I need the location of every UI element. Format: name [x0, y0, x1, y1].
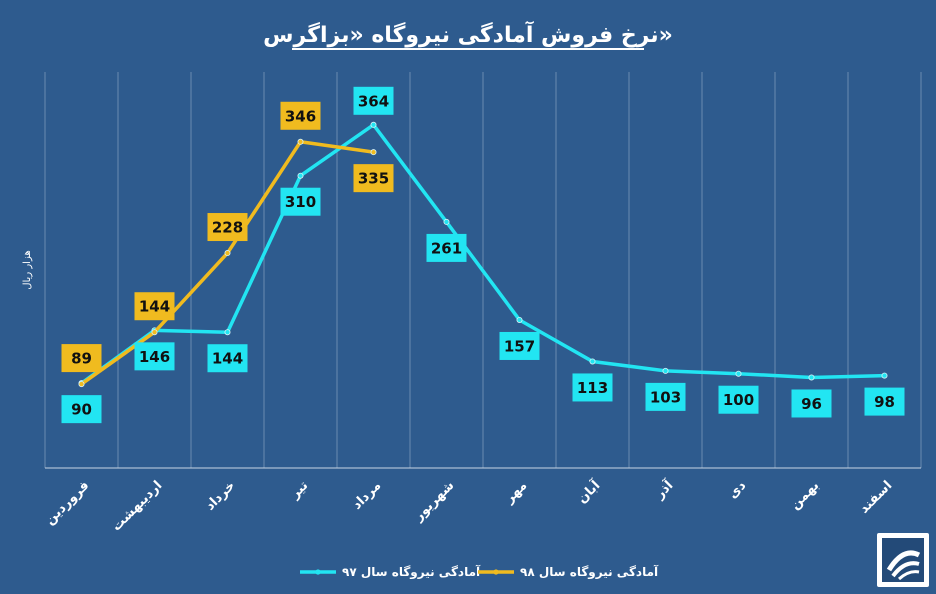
legend-item-2: آمادگی نیروگاه سال ۹۸ [478, 564, 659, 580]
grid [44, 72, 922, 469]
data-label-box [134, 292, 175, 321]
x-axis-ticks: فروردین اردیبهشت خرداد تیر مرداد شهریور مهر آبا… [43, 476, 896, 534]
data-label-series-1: 103 [645, 382, 686, 411]
data-point [151, 329, 158, 336]
data-label-text: 364 [358, 92, 389, 110]
data-label-series-2: 144 [134, 292, 175, 321]
chart-title: نرخ فروش آمادگی نیروگاه «بزاگرس» [263, 20, 673, 48]
x-tick-label: اسفند [857, 478, 895, 516]
data-label-text: 261 [431, 239, 462, 257]
data-label-box [61, 395, 102, 424]
data-point [224, 329, 231, 336]
data-label-text: 310 [285, 193, 316, 211]
data-label-box [134, 342, 175, 371]
data-point [808, 374, 815, 381]
x-tick-label: اردیبهشت [109, 478, 165, 534]
data-point [516, 316, 523, 323]
x-tick-label: آذر [650, 476, 676, 502]
data-point [443, 218, 450, 225]
x-tick-label: دی [726, 478, 750, 502]
data-label-box [207, 344, 248, 373]
data-label-text: 157 [504, 337, 535, 355]
data-label-box [207, 213, 248, 242]
data-label-series-2: 335 [353, 164, 394, 193]
legend-swatch-marker [315, 569, 321, 575]
series-line-1 [79, 123, 887, 385]
x-tick-label: مهر [502, 478, 531, 507]
legend: آمادگی نیروگاه سال ۹۷ آمادگی نیروگاه سال … [300, 564, 659, 580]
data-label-text: 113 [577, 379, 608, 397]
data-label-box [353, 86, 394, 115]
data-label-box [353, 164, 394, 193]
data-label-series-1: 157 [499, 331, 540, 360]
data-label-box [280, 187, 321, 216]
x-tick-label: شهریور [411, 478, 458, 525]
data-point [297, 172, 304, 179]
data-label-text: 89 [71, 350, 92, 368]
data-label-box [280, 101, 321, 130]
data-label-series-1: 261 [426, 233, 467, 262]
data-label-box [645, 382, 686, 411]
data-label-box [499, 331, 540, 360]
legend-label: آمادگی نیروگاه سال ۹۸ [520, 564, 659, 580]
data-label-series-1: 98 [864, 387, 905, 416]
data-label-text: 103 [650, 388, 681, 406]
data-label-series-1: 364 [353, 86, 394, 115]
data-point [662, 367, 669, 374]
data-label-series-2: 228 [207, 213, 248, 242]
x-tick-label: فروردین [43, 478, 93, 528]
company-logo-icon [877, 533, 929, 587]
data-label-series-2: 89 [61, 344, 102, 373]
x-tick-label: تیر [287, 478, 311, 502]
legend-swatch-marker [493, 569, 499, 575]
data-label-series-2: 346 [280, 101, 321, 130]
data-label-series-1: 144 [207, 344, 248, 373]
data-label-text: 228 [212, 219, 243, 237]
data-label-text: 335 [358, 170, 389, 188]
data-point [881, 372, 888, 379]
x-tick-label: خرداد [203, 478, 239, 514]
data-label-text: 346 [285, 107, 316, 125]
data-label-text: 98 [874, 393, 895, 411]
data-label-text: 96 [801, 395, 822, 413]
data-label-box [572, 373, 613, 402]
data-labels: 90 146 144 310 364 261 157 113 103 100 96 98 89 144 22… [61, 86, 905, 424]
data-label-series-1: 113 [572, 373, 613, 402]
data-label-series-1: 96 [791, 389, 832, 418]
data-point [370, 121, 377, 128]
data-point [735, 370, 742, 377]
data-point [370, 149, 377, 156]
x-tick-label: مرداد [350, 478, 385, 513]
data-point [297, 138, 304, 145]
data-label-text: 90 [71, 401, 92, 419]
data-point [224, 250, 231, 257]
y-axis-label: هزار ریال [22, 250, 33, 290]
data-label-series-1: 100 [718, 385, 759, 414]
data-point [589, 358, 596, 365]
data-label-series-1: 310 [280, 187, 321, 216]
legend-item-1: آمادگی نیروگاه سال ۹۷ [300, 564, 481, 580]
x-tick-label: آبان [573, 476, 603, 506]
x-tick-label: بهمن [788, 478, 823, 513]
data-label-text: 144 [139, 298, 170, 316]
data-label-text: 100 [723, 391, 754, 409]
data-label-text: 146 [139, 348, 170, 366]
data-label-series-1: 90 [61, 395, 102, 424]
data-label-box [791, 389, 832, 418]
data-point [78, 381, 85, 388]
data-label-box [426, 233, 467, 262]
data-label-text: 144 [212, 350, 243, 368]
data-label-box [718, 385, 759, 414]
data-label-series-1: 146 [134, 342, 175, 371]
data-label-box [864, 387, 905, 416]
series-layer [78, 121, 888, 388]
data-label-box [61, 344, 102, 373]
legend-label: آمادگی نیروگاه سال ۹۷ [342, 564, 481, 580]
